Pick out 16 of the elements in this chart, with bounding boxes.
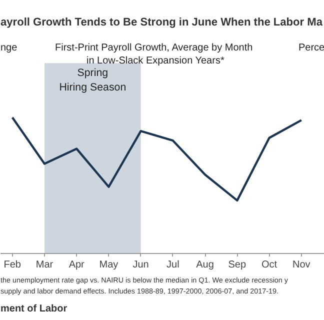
x-tick-label: Apr bbox=[68, 260, 86, 270]
x-tick-label: Feb bbox=[4, 260, 22, 270]
text: ment of Labor bbox=[0, 304, 68, 314]
band-label: Spring Hiring Season bbox=[59, 67, 126, 94]
text: nge bbox=[0, 42, 18, 54]
x-tick-label: Jun bbox=[132, 260, 149, 270]
x-tick-label: Oct bbox=[261, 260, 278, 270]
x-tick-label: Nov bbox=[292, 260, 310, 270]
x-tick-label: Aug bbox=[196, 260, 214, 270]
x-tick-label: Jul bbox=[166, 260, 180, 270]
x-tick-label: Sep bbox=[228, 260, 246, 270]
x-tick-label: Mar bbox=[36, 260, 54, 270]
text: Perce bbox=[298, 42, 324, 54]
chart-subtitle: First-Print Payroll Growth, Average by Month in Low-Slack Expansion Years* bbox=[55, 42, 253, 67]
x-tick-label: May bbox=[99, 260, 118, 270]
chart-title: ayroll Growth Tends to Be Strong in June When the Labor Ma bbox=[0, 16, 324, 28]
